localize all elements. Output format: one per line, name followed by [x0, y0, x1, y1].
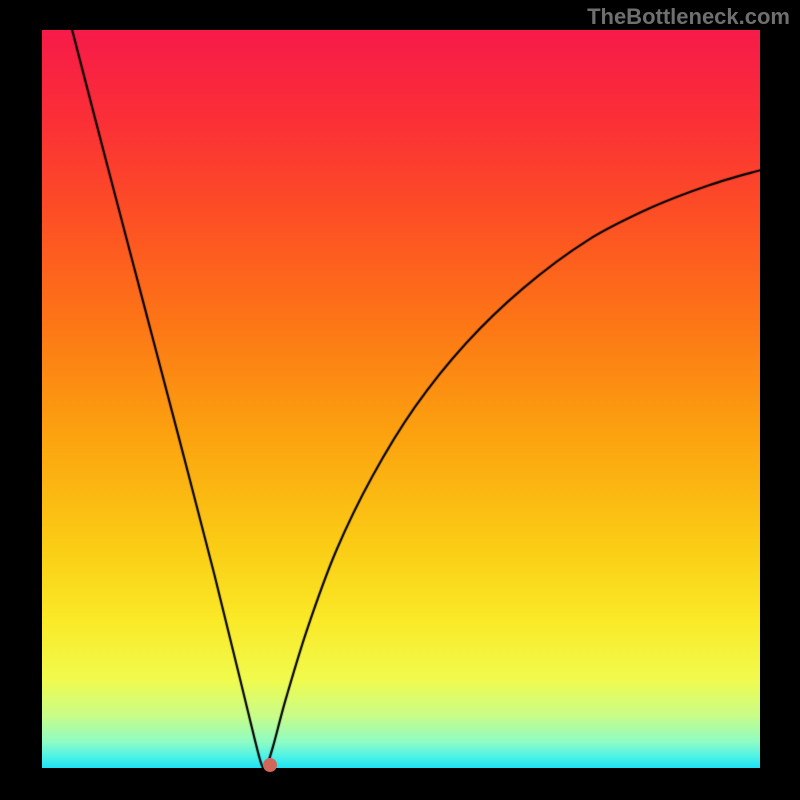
bottleneck-curve [42, 30, 760, 768]
plot-area [42, 30, 760, 768]
chart-outer: TheBottleneck.com [0, 0, 800, 800]
watermark-text: TheBottleneck.com [587, 4, 790, 30]
vertex-marker [263, 758, 277, 772]
